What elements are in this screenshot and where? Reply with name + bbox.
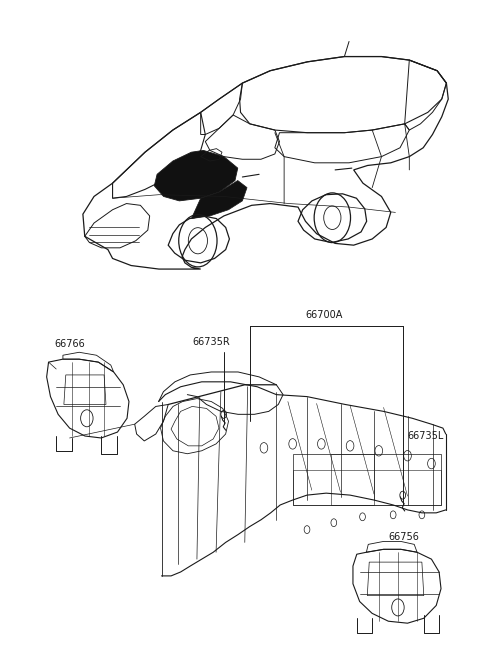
Text: 66735R: 66735R (192, 337, 230, 347)
Text: 66735L: 66735L (408, 431, 444, 441)
Text: 66756: 66756 (388, 533, 419, 542)
Text: 66700A: 66700A (306, 310, 343, 320)
Polygon shape (192, 181, 247, 219)
Polygon shape (154, 151, 238, 201)
Text: 66766: 66766 (54, 339, 85, 349)
